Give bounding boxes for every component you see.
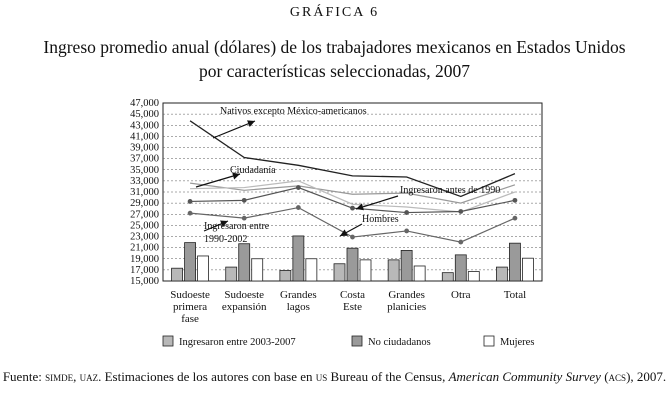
y-tick-label: 29,000 [130, 198, 159, 209]
bar [454, 254, 467, 282]
source-note: Fuente: simde, uaz. Estimaciones de los … [2, 369, 667, 384]
bar [197, 255, 209, 282]
legend-swatch [162, 335, 174, 347]
y-tick-label: 31,000 [130, 187, 159, 198]
line-marker [295, 205, 301, 210]
line-marker [458, 209, 464, 214]
bar [441, 272, 454, 282]
chart-area: 15,00017,00019,00021,00023,00025,00027,0… [130, 98, 543, 348]
annotation-label: Ingresaron antes de 1990 [400, 185, 500, 196]
annotation-arrow [195, 172, 241, 188]
legend-swatch [483, 335, 495, 347]
series-line [189, 182, 516, 204]
line-marker [458, 239, 464, 245]
line-marker [241, 215, 247, 221]
annotation-arrow [212, 120, 256, 139]
chart-title-line-2: por características seleccionadas, 2007 [198, 61, 471, 81]
bar [225, 266, 238, 282]
line-marker [350, 234, 355, 240]
bar [305, 258, 318, 282]
y-tick-label: 33,000 [130, 176, 159, 187]
y-tick-label: 19,000 [130, 254, 159, 265]
line-marker [512, 215, 518, 221]
figure-kicker: GRÁFICA 6 [289, 5, 380, 20]
annotation-label: Nativos excepto México-americanos [220, 106, 367, 117]
bar [509, 242, 521, 282]
bar [359, 259, 372, 282]
x-tick-label: Grandes planicies [387, 289, 426, 313]
legend-label: Mujeres [500, 337, 534, 348]
line-marker [404, 228, 410, 234]
bar [251, 258, 264, 282]
y-tick-label: 41,000 [130, 131, 159, 142]
bar [292, 235, 305, 282]
chart-title: Ingreso promedio anual (dólares) de los … [0, 35, 669, 83]
bar [279, 270, 292, 282]
line-marker [241, 197, 247, 203]
y-tick-label: 47,000 [130, 98, 159, 109]
bar [387, 259, 400, 282]
y-tick-label: 37,000 [130, 154, 159, 165]
chart-title-line-1: Ingreso promedio anual (dólares) de los … [43, 37, 626, 57]
x-tick-label: Otra [451, 289, 471, 301]
bar [333, 263, 346, 282]
bar [496, 266, 508, 282]
annotation-arrow [355, 195, 399, 211]
y-tick-label: 25,000 [130, 220, 159, 231]
y-tick-label: 35,000 [130, 165, 159, 176]
annotation-label: 1990-2002 [204, 234, 247, 245]
annotation-arrow [339, 223, 363, 237]
x-tick-label: Total [504, 289, 526, 301]
x-tick-label: Sudoeste expansión [222, 289, 267, 313]
legend-label: Ingresaron entre 2003-2007 [179, 337, 296, 348]
y-tick-label: 43,000 [130, 120, 159, 131]
bar [171, 267, 183, 282]
y-tick-label: 21,000 [130, 243, 159, 254]
annotation-label: Hombres [362, 214, 399, 225]
line-marker [350, 205, 355, 211]
x-tick-label: Costa Este [340, 289, 365, 313]
line-marker [295, 185, 301, 190]
y-tick-label: 27,000 [130, 209, 159, 220]
legend-label: No ciudadanos [368, 337, 431, 348]
bar [522, 257, 534, 282]
y-tick-label: 45,000 [130, 109, 159, 120]
bar [238, 243, 251, 282]
annotation-label: Ingresaron entre [204, 221, 270, 232]
bar [184, 242, 196, 282]
bar [467, 271, 480, 282]
line-marker [404, 210, 410, 215]
x-tick-label: Grandes lagos [280, 289, 317, 313]
line-marker [187, 199, 193, 204]
y-tick-label: 39,000 [130, 143, 159, 154]
line-marker [187, 210, 193, 216]
bar [400, 250, 413, 282]
y-tick-label: 15,000 [130, 276, 159, 287]
line-marker [512, 197, 518, 203]
series-line [189, 120, 516, 198]
bar [413, 265, 426, 282]
annotation-label: Ciudadanía [230, 165, 276, 176]
x-tick-label: Sudoeste primera fase [170, 289, 210, 325]
bar [346, 247, 359, 282]
annotation-arrow [203, 220, 229, 232]
legend-swatch [351, 335, 363, 347]
y-tick-label: 17,000 [130, 265, 159, 276]
y-tick-label: 23,000 [130, 232, 159, 243]
